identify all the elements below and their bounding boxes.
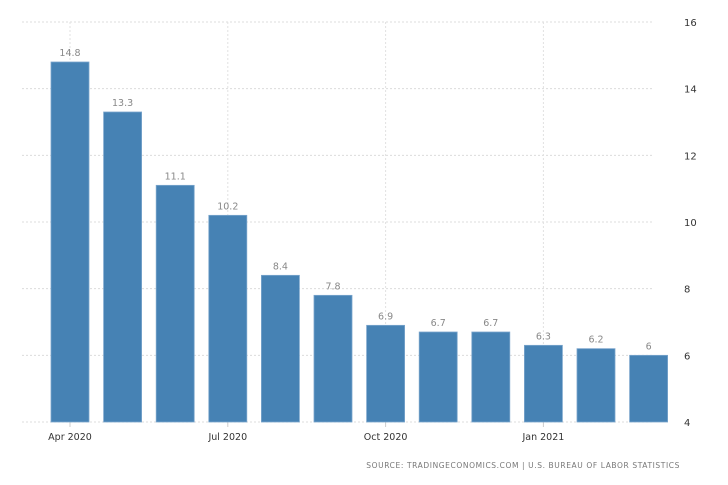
y-tick-label: 4 bbox=[684, 418, 690, 429]
x-tick-label: Jan 2021 bbox=[521, 432, 564, 443]
bar bbox=[418, 331, 458, 423]
bar-value-label: 8.4 bbox=[273, 261, 288, 272]
bar bbox=[471, 331, 511, 423]
bar-value-label: 6.7 bbox=[431, 318, 446, 329]
bar-value-label: 7.8 bbox=[325, 281, 340, 292]
bar bbox=[103, 111, 142, 423]
bar bbox=[155, 184, 195, 423]
y-tick-label: 14 bbox=[684, 85, 697, 96]
bar bbox=[260, 274, 300, 423]
bar-value-label: 13.3 bbox=[112, 98, 133, 109]
x-tick-label: Jul 2020 bbox=[207, 432, 247, 443]
y-tick-label: 8 bbox=[684, 285, 690, 296]
bar bbox=[366, 324, 406, 423]
bar bbox=[629, 354, 668, 423]
bar-value-label: 6.9 bbox=[378, 311, 393, 322]
bar bbox=[576, 348, 616, 423]
bar-value-label: 10.2 bbox=[217, 201, 238, 212]
bar bbox=[313, 294, 353, 423]
bar-value-label: 14.8 bbox=[59, 48, 80, 59]
x-tick-label: Oct 2020 bbox=[364, 432, 408, 443]
bar-value-label: 6.2 bbox=[588, 335, 603, 346]
y-tick-label: 12 bbox=[684, 151, 697, 162]
x-tick-label: Apr 2020 bbox=[48, 432, 92, 443]
y-tick-label: 10 bbox=[684, 218, 697, 229]
bar-value-label: 11.1 bbox=[165, 171, 186, 182]
bar-value-label: 6 bbox=[646, 341, 652, 352]
bar bbox=[208, 214, 248, 423]
bar-value-label: 6.3 bbox=[536, 331, 551, 342]
y-tick-label: 16 bbox=[684, 18, 697, 29]
bar bbox=[50, 61, 90, 423]
bar-value-label: 6.7 bbox=[483, 318, 498, 329]
y-tick-label: 6 bbox=[684, 351, 690, 362]
bar bbox=[524, 344, 563, 423]
source-note: SOURCE: TRADINGECONOMICS.COM | U.S. BURE… bbox=[366, 461, 680, 470]
